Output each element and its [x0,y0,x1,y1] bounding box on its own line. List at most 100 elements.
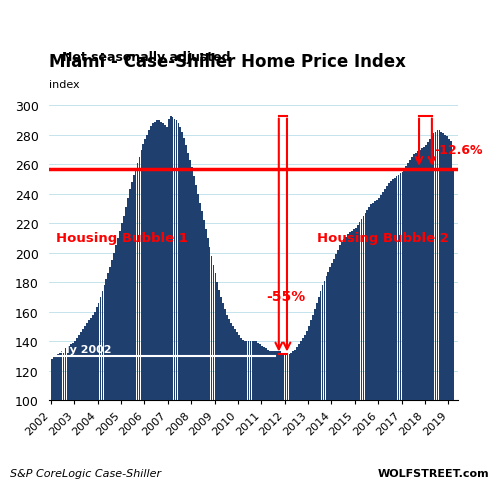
Bar [257,343,259,480]
Bar [409,160,411,480]
Bar [80,333,82,480]
Bar [400,174,401,480]
Bar [444,135,446,480]
Bar [70,344,72,480]
Bar [162,124,164,480]
Bar [347,234,349,480]
Bar [439,131,440,480]
Bar [386,187,388,480]
Bar [53,358,55,480]
Bar [435,132,437,480]
Bar [185,146,187,480]
Bar [66,348,68,480]
Bar [407,164,409,480]
Bar [107,274,109,480]
Bar [226,315,228,480]
Bar [292,352,294,480]
Bar [275,352,277,480]
Bar [427,143,429,480]
Bar [448,140,450,480]
Bar [392,180,394,480]
Bar [378,199,380,480]
Bar [189,160,191,480]
Bar [261,346,263,480]
Bar [154,122,156,480]
Bar [123,216,125,480]
Bar [339,246,341,480]
Bar [310,321,312,480]
Bar [366,211,368,480]
Bar [300,341,302,480]
Bar [232,327,234,480]
Bar [146,135,148,480]
Bar [343,240,345,480]
Bar [331,264,333,480]
Bar [286,355,288,480]
Bar [86,324,88,480]
Bar [62,350,64,480]
Bar [236,333,238,480]
Bar [203,221,205,480]
Bar [368,208,370,480]
Bar [211,256,213,480]
Bar [59,353,60,480]
Bar [267,350,269,480]
Bar [359,222,360,480]
Bar [172,118,174,480]
Bar [102,291,103,480]
Bar [100,297,101,480]
Bar [357,225,358,480]
Bar [253,341,255,480]
Bar [263,348,265,480]
Bar [139,157,140,480]
Bar [250,341,251,480]
Bar [117,239,119,480]
Bar [121,224,123,480]
Bar [388,184,390,480]
Bar [209,247,211,480]
Bar [76,338,78,480]
Bar [240,338,242,480]
Bar [296,348,298,480]
Bar [349,233,351,480]
Bar [404,169,405,480]
Bar [217,283,218,480]
Bar [269,352,271,480]
Bar [170,117,172,480]
Bar [361,219,362,480]
Bar [223,303,224,480]
Text: index: index [48,80,79,90]
Bar [398,175,399,480]
Bar [193,177,195,480]
Bar [402,172,403,480]
Bar [320,291,321,480]
Bar [259,344,261,480]
Bar [166,128,168,480]
Bar [183,139,185,480]
Bar [333,259,335,480]
Bar [150,127,152,480]
Bar [353,229,355,480]
Bar [109,268,111,480]
Bar [316,303,317,480]
Bar [74,341,76,480]
Bar [111,261,113,480]
Text: S&P CoreLogic Case-Shiller: S&P CoreLogic Case-Shiller [10,468,161,478]
Bar [180,128,181,480]
Bar [160,122,162,480]
Bar [125,208,127,480]
Bar [57,355,58,480]
Bar [380,196,382,480]
Bar [290,353,292,480]
Bar [314,309,316,480]
Bar [127,199,129,480]
Bar [224,309,226,480]
Bar [133,175,135,480]
Bar [88,321,90,480]
Text: -55%: -55% [266,289,305,303]
Bar [84,327,86,480]
Bar [205,229,207,480]
Bar [308,327,310,480]
Bar [431,137,433,480]
Bar [417,152,419,480]
